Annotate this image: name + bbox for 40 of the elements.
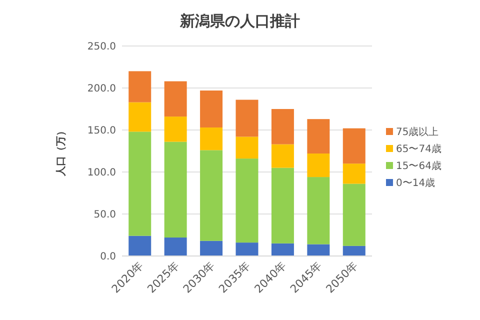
bar bbox=[342, 246, 366, 256]
y-tick-label: 50.0 bbox=[94, 210, 116, 220]
bar bbox=[128, 71, 152, 102]
bar bbox=[236, 136, 258, 159]
bar bbox=[200, 150, 223, 241]
y-tick-label: 100.0 bbox=[87, 168, 116, 178]
bar bbox=[236, 100, 258, 137]
bar bbox=[342, 164, 366, 184]
bar bbox=[271, 109, 294, 144]
bar bbox=[236, 158, 258, 243]
bar bbox=[307, 154, 330, 178]
bar bbox=[307, 177, 330, 244]
bar bbox=[236, 242, 258, 256]
legend-label: 15〜64歳 bbox=[396, 160, 442, 172]
legend-label: 75歳以上 bbox=[396, 126, 439, 138]
bar bbox=[164, 81, 187, 117]
bar bbox=[164, 142, 187, 238]
y-tick-label: 250.0 bbox=[87, 42, 116, 52]
bar bbox=[271, 243, 294, 256]
bar bbox=[307, 119, 330, 154]
bar bbox=[164, 238, 187, 256]
legend-label: 65〜74歳 bbox=[396, 143, 442, 155]
bar bbox=[128, 102, 152, 132]
bar bbox=[200, 127, 223, 150]
y-tick-label: 200.0 bbox=[87, 84, 116, 94]
y-tick-label: 150.0 bbox=[87, 126, 116, 136]
bar bbox=[164, 116, 187, 142]
chart-title: 新潟県の人口推計 bbox=[179, 12, 300, 30]
bar bbox=[342, 184, 366, 246]
bar bbox=[307, 244, 330, 256]
bar bbox=[128, 132, 152, 236]
bar bbox=[200, 240, 223, 256]
bar bbox=[342, 128, 366, 164]
y-axis-title: 人口（万） bbox=[55, 126, 67, 177]
bar bbox=[271, 168, 294, 244]
bar bbox=[271, 144, 294, 168]
bar bbox=[128, 236, 152, 256]
bar bbox=[200, 90, 223, 128]
y-tick-label: 0.0 bbox=[100, 252, 116, 262]
legend-label: 0〜14歳 bbox=[396, 177, 436, 189]
